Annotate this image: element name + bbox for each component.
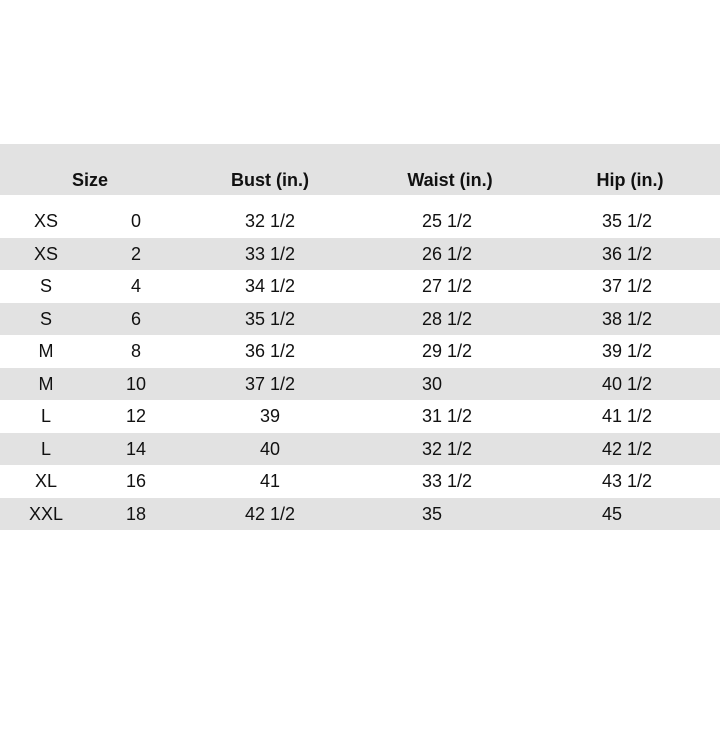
cell-hip: 37 1/2 (602, 276, 653, 296)
cell-hip: 40 1/2 (602, 373, 653, 394)
cell-waist: 31 1/2 (422, 406, 473, 426)
cell-waist: 30 (422, 373, 443, 394)
cell-size: M (38, 373, 54, 394)
cell-number: 8 (130, 341, 142, 361)
cell-number: 12 (125, 406, 147, 426)
cell-number: 0 (130, 211, 142, 231)
table-row: S 4 34 1/2 27 1/2 37 1/2 (0, 270, 720, 303)
table-row: M 8 36 1/2 29 1/2 39 1/2 (0, 335, 720, 368)
cell-number: 14 (125, 438, 147, 459)
cell-waist: 35 (422, 503, 443, 524)
cell-bust: 39 (259, 406, 281, 426)
cell-number: 6 (130, 308, 142, 329)
cell-waist: 25 1/2 (422, 211, 473, 231)
cell-waist: 28 1/2 (422, 308, 473, 329)
cell-waist: 26 1/2 (422, 243, 473, 264)
cell-size: XS (33, 243, 59, 264)
cell-bust: 42 1/2 (244, 503, 296, 524)
header-hip: Hip (in.) (596, 170, 664, 190)
table-row: S 6 35 1/2 28 1/2 38 1/2 (0, 302, 720, 335)
cell-number: 16 (125, 471, 147, 491)
cell-bust: 40 (259, 438, 281, 459)
cell-size: S (39, 276, 53, 296)
cell-waist: 29 1/2 (422, 341, 473, 361)
header-bust: Bust (in.) (231, 170, 309, 190)
cell-size: XL (34, 471, 58, 491)
cell-waist: 32 1/2 (422, 438, 473, 459)
cell-bust: 33 1/2 (244, 243, 296, 264)
cell-bust: 37 1/2 (244, 373, 296, 394)
header-size: Size (71, 170, 109, 190)
header-waist: Waist (in.) (407, 170, 493, 190)
table-row: L 12 39 31 1/2 41 1/2 (0, 400, 720, 433)
cell-hip: 42 1/2 (602, 438, 653, 459)
cell-number: 18 (125, 503, 147, 524)
table-row: XL 16 41 33 1/2 43 1/2 (0, 465, 720, 498)
cell-hip: 39 1/2 (602, 341, 653, 361)
table-row: XS 2 33 1/2 26 1/2 36 1/2 (0, 237, 720, 270)
cell-number: 10 (125, 373, 147, 394)
cell-hip: 45 (602, 503, 623, 524)
cell-number: 4 (130, 276, 142, 296)
cell-hip: 36 1/2 (602, 243, 653, 264)
table-row: XXL 18 42 1/2 35 45 (0, 497, 720, 530)
cell-number: 2 (130, 243, 142, 264)
cell-size: L (40, 406, 52, 426)
table-header: Size Bust (in.) Waist (in.) Hip (in.) (0, 144, 720, 195)
cell-size: XS (33, 211, 59, 231)
cell-hip: 38 1/2 (602, 308, 653, 329)
cell-waist: 27 1/2 (422, 276, 473, 296)
cell-size: S (39, 308, 53, 329)
cell-waist: 33 1/2 (422, 471, 473, 491)
cell-hip: 35 1/2 (602, 211, 653, 231)
cell-hip: 41 1/2 (602, 406, 653, 426)
cell-size: XXL (28, 503, 64, 524)
table-row: XS 0 32 1/2 25 1/2 35 1/2 (0, 205, 720, 238)
cell-bust: 32 1/2 (244, 211, 296, 231)
cell-bust: 36 1/2 (244, 341, 296, 361)
cell-size: L (40, 438, 52, 459)
table-row: M 10 37 1/2 30 40 1/2 (0, 367, 720, 400)
cell-hip: 43 1/2 (602, 471, 653, 491)
cell-bust: 35 1/2 (244, 308, 296, 329)
table-row: L 14 40 32 1/2 42 1/2 (0, 432, 720, 465)
cell-bust: 34 1/2 (244, 276, 296, 296)
cell-size: M (38, 341, 54, 361)
cell-bust: 41 (259, 471, 281, 491)
